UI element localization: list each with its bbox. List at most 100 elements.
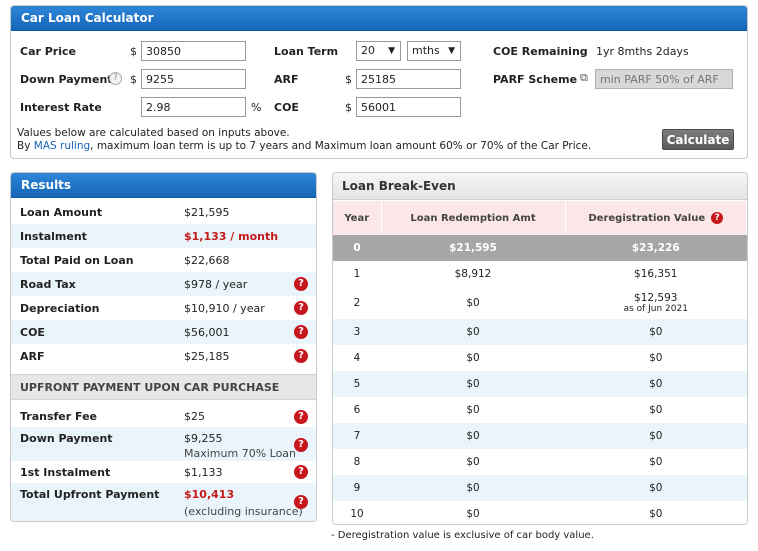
redemption-cell: $0 bbox=[381, 319, 565, 345]
redemption-header: Loan Redemption Amt bbox=[381, 201, 566, 235]
coe-input[interactable] bbox=[356, 97, 461, 117]
year-cell: 7 bbox=[333, 423, 381, 449]
dereg-cell: $0 bbox=[565, 371, 747, 397]
result-row-loan-amount: Loan Amount $21,595 bbox=[11, 200, 316, 224]
dereg-cell: $23,226 bbox=[565, 235, 747, 261]
help-icon[interactable]: ? bbox=[711, 212, 724, 224]
results-panel: Results Loan Amount $21,595 Instalment $… bbox=[10, 172, 317, 522]
arf-label: ARF bbox=[274, 73, 299, 86]
dereg-cell: $0 bbox=[649, 404, 663, 416]
copy-icon[interactable]: ⧉ bbox=[580, 71, 588, 84]
instalment-value: $1,133 / month bbox=[184, 230, 279, 243]
result-row-arf: ARF $25,185 ? bbox=[11, 344, 316, 368]
year-cell: 5 bbox=[333, 371, 381, 397]
table-row: 1 $8,912 $16,351 bbox=[333, 261, 747, 287]
coe-label: COE bbox=[274, 101, 299, 114]
help-icon[interactable]: ? bbox=[294, 465, 308, 479]
interest-rate-unit: % bbox=[251, 101, 262, 114]
result-row-total-upfront: Total Upfront Payment $10,413 (excluding… bbox=[11, 483, 316, 521]
help-icon[interactable]: ? bbox=[294, 438, 308, 452]
year-cell: 8 bbox=[353, 456, 361, 468]
parf-scheme-label: PARF Scheme bbox=[493, 73, 578, 86]
dereg-header: Deregistration Value? bbox=[565, 201, 747, 235]
down-payment-result-value: $9,255 bbox=[184, 432, 223, 445]
breakeven-title: Loan Break-Even bbox=[333, 173, 747, 200]
car-loan-calculator-panel: Car Loan Calculator Car Price $ Loan Ter… bbox=[10, 5, 748, 159]
table-row: 8 $0 $0 bbox=[333, 449, 747, 475]
dereg-cell: $0 bbox=[649, 352, 663, 364]
upfront-payment-title: UPFRONT PAYMENT UPON CAR PURCHASE bbox=[11, 374, 316, 400]
year-cell: 9 bbox=[333, 475, 381, 501]
first-instalment-label: 1st Instalment bbox=[20, 466, 111, 479]
redemption-cell: $0 bbox=[466, 404, 480, 416]
table-row: 3 $0 $0 bbox=[333, 319, 747, 345]
help-icon[interactable]: ? bbox=[294, 410, 308, 424]
calculator-note-line2: By MAS ruling, maximum loan term is up t… bbox=[17, 140, 591, 152]
dereg-cell: $0 bbox=[565, 475, 747, 501]
redemption-cell: $21,595 bbox=[381, 235, 565, 261]
arf-result-value: $25,185 bbox=[184, 350, 230, 363]
car-price-currency: $ bbox=[130, 45, 137, 58]
question-icon[interactable]: ? bbox=[109, 72, 122, 85]
redemption-cell: $0 bbox=[466, 508, 480, 520]
first-instalment-value: $1,133 bbox=[184, 466, 223, 479]
loan-term-select[interactable]: 20 ▼ bbox=[356, 41, 401, 61]
help-icon[interactable]: ? bbox=[294, 301, 308, 315]
coe-result-value: $56,001 bbox=[184, 326, 230, 339]
arf-input[interactable] bbox=[356, 69, 461, 89]
loan-term-value: 20 bbox=[361, 44, 375, 57]
help-icon[interactable]: ? bbox=[294, 277, 308, 291]
table-row: 0 $21,595 $23,226 bbox=[333, 235, 747, 261]
year-cell: 2 bbox=[353, 297, 361, 309]
total-paid-value: $22,668 bbox=[184, 254, 230, 267]
result-row-total-paid: Total Paid on Loan $22,668 bbox=[11, 248, 316, 272]
arf-currency: $ bbox=[345, 73, 352, 86]
road-tax-label: Road Tax bbox=[20, 278, 76, 291]
result-row-transfer-fee: Transfer Fee $25 ? bbox=[11, 405, 316, 427]
total-upfront-note: (excluding insurance) bbox=[184, 505, 303, 518]
year-cell: 0 bbox=[333, 235, 381, 261]
year-cell: 4 bbox=[353, 352, 361, 364]
calculator-note-line1: Values below are calculated based on inp… bbox=[17, 127, 290, 139]
car-price-label: Car Price bbox=[20, 45, 76, 58]
help-icon[interactable]: ? bbox=[294, 349, 308, 363]
table-row: 10 $0 $0 bbox=[333, 501, 747, 524]
loan-amount-value: $21,595 bbox=[184, 206, 230, 219]
help-icon[interactable]: ? bbox=[294, 325, 308, 339]
dereg-header-label: Deregistration Value bbox=[588, 213, 706, 224]
dereg-value: $12,593 bbox=[634, 292, 678, 304]
loan-term-unit: mths bbox=[412, 44, 440, 57]
depreciation-value: $10,910 / year bbox=[184, 302, 265, 315]
down-payment-label: Down Payment bbox=[20, 73, 113, 86]
interest-rate-label: Interest Rate bbox=[20, 101, 102, 114]
table-row: 9 $0 $0 bbox=[333, 475, 747, 501]
down-payment-input[interactable] bbox=[141, 69, 246, 89]
car-price-input[interactable] bbox=[141, 41, 246, 61]
mas-ruling-link[interactable]: MAS ruling bbox=[33, 140, 91, 152]
table-row: 7 $0 $0 bbox=[333, 423, 747, 449]
down-payment-result-label: Down Payment bbox=[20, 432, 113, 445]
loan-term-unit-select[interactable]: mths ▼ bbox=[407, 41, 461, 61]
results-title: Results bbox=[11, 173, 316, 198]
transfer-fee-label: Transfer Fee bbox=[20, 410, 98, 423]
parf-scheme-input[interactable] bbox=[595, 69, 733, 89]
redemption-cell: $0 bbox=[381, 423, 565, 449]
year-cell: 1 bbox=[353, 268, 361, 280]
table-row: 5 $0 $0 bbox=[333, 371, 747, 397]
dereg-cell: $12,593 as of Jun 2021 bbox=[565, 287, 747, 319]
total-paid-label: Total Paid on Loan bbox=[20, 254, 134, 267]
dereg-cell: $0 bbox=[649, 456, 663, 468]
table-row: 4 $0 $0 bbox=[333, 345, 747, 371]
down-payment-currency: $ bbox=[130, 73, 137, 86]
year-cell: 3 bbox=[333, 319, 381, 345]
year-cell: 6 bbox=[353, 404, 361, 416]
depreciation-label: Depreciation bbox=[20, 302, 100, 315]
result-row-instalment: Instalment $1,133 / month bbox=[11, 224, 316, 248]
breakeven-table: Year Loan Redemption Amt Deregistration … bbox=[333, 201, 747, 524]
interest-rate-input[interactable] bbox=[141, 97, 246, 117]
year-cell: 10 bbox=[350, 508, 364, 520]
calculate-button[interactable]: Calculate bbox=[662, 129, 734, 150]
redemption-cell: $0 bbox=[381, 371, 565, 397]
loan-amount-label: Loan Amount bbox=[20, 206, 103, 219]
help-icon[interactable]: ? bbox=[294, 495, 308, 509]
